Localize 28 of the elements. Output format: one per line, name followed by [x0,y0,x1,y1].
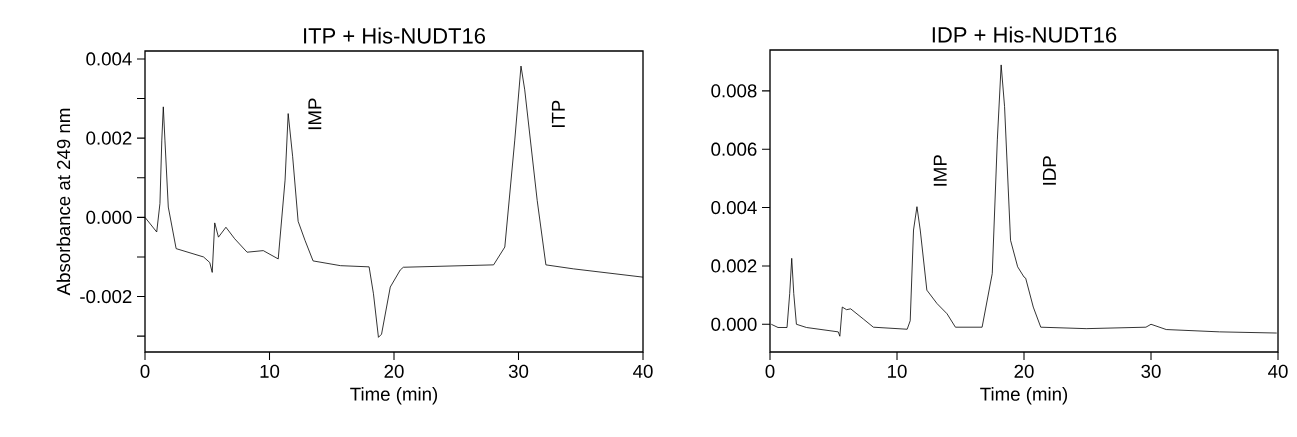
chart-title: ITP + His-NUDT16 [304,27,485,44]
x-axis-title: Time (min) [350,387,438,405]
x-tick-label: 0 [140,364,150,378]
annotation: ITP [551,100,565,128]
annotation: IDP [1042,156,1056,185]
x-tick-label: 20 [384,364,404,378]
y-tick-label: -0.002 [80,289,132,304]
y-tick-label: 0.004 [711,200,757,215]
x-tick-label: 20 [1014,364,1034,378]
x-tick-label: 30 [508,364,529,378]
x-tick-label: 10 [888,364,907,378]
annotation: IMP [308,98,322,130]
x-tick-label: 40 [633,364,653,378]
x-tick-label: 40 [1268,364,1288,378]
y-tick-label: 0.006 [711,142,757,156]
chart-title: IDP + His-NUDT16 [932,26,1117,43]
y-axis-title: Absorbance at 249 nm [56,108,71,296]
y-tick-label: 0.008 [711,84,757,98]
x-tick-label: 30 [1141,364,1161,378]
annotation: IMP [933,155,947,186]
x-tick-label: 0 [765,364,775,378]
x-tick-label: 10 [260,364,280,378]
y-tick-label: 0.000 [86,210,132,224]
y-tick-label: 0.002 [86,131,132,145]
y-tick-label: 0.004 [86,52,132,66]
y-tick-label: 0.002 [711,259,757,273]
x-axis-title: Time (min) [980,387,1068,405]
y-tick-label: 0.000 [711,317,757,331]
